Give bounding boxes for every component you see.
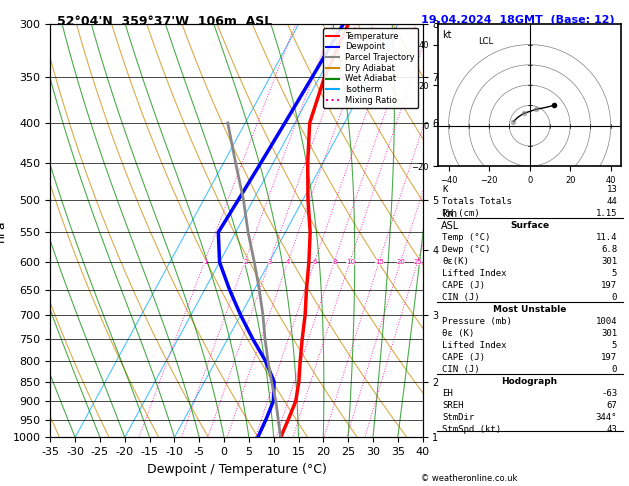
Text: SREH: SREH — [442, 400, 464, 410]
Text: CIN (J): CIN (J) — [442, 364, 480, 374]
Text: 6.8: 6.8 — [601, 244, 617, 254]
Text: PW (cm): PW (cm) — [442, 208, 480, 218]
Text: 67: 67 — [606, 400, 617, 410]
Text: Temp (°C): Temp (°C) — [442, 233, 491, 242]
Text: 1: 1 — [203, 259, 208, 265]
Text: Most Unstable: Most Unstable — [493, 305, 566, 313]
Text: 10: 10 — [346, 259, 355, 265]
Text: 43: 43 — [606, 425, 617, 434]
Text: Surface: Surface — [510, 221, 549, 229]
Legend: Temperature, Dewpoint, Parcel Trajectory, Dry Adiabat, Wet Adiabat, Isotherm, Mi: Temperature, Dewpoint, Parcel Trajectory… — [323, 29, 418, 108]
Text: 344°: 344° — [596, 413, 617, 422]
Text: EH: EH — [442, 389, 453, 398]
Text: StmDir: StmDir — [442, 413, 474, 422]
Text: K: K — [442, 185, 447, 193]
Text: CAPE (J): CAPE (J) — [442, 280, 485, 290]
Text: 13: 13 — [606, 185, 617, 193]
Text: 20: 20 — [396, 259, 406, 265]
Text: 301: 301 — [601, 257, 617, 266]
Text: StmSpd (kt): StmSpd (kt) — [442, 425, 501, 434]
Text: 44: 44 — [606, 197, 617, 206]
Text: -63: -63 — [601, 389, 617, 398]
Text: Hodograph: Hodograph — [501, 377, 558, 385]
Text: 0: 0 — [612, 364, 617, 374]
Text: 1004: 1004 — [596, 316, 617, 326]
Text: 2: 2 — [243, 259, 247, 265]
Text: CAPE (J): CAPE (J) — [442, 353, 485, 362]
Y-axis label: hPa: hPa — [0, 220, 7, 242]
Text: 1.15: 1.15 — [596, 208, 617, 218]
Text: 6: 6 — [313, 259, 317, 265]
Text: 5: 5 — [612, 341, 617, 349]
Y-axis label: km
ASL: km ASL — [440, 209, 459, 231]
Text: Lifted Index: Lifted Index — [442, 269, 506, 278]
Text: Pressure (mb): Pressure (mb) — [442, 316, 512, 326]
Text: 301: 301 — [601, 329, 617, 338]
Text: 4: 4 — [286, 259, 291, 265]
Text: 5: 5 — [612, 269, 617, 278]
Text: 8: 8 — [333, 259, 337, 265]
Text: 197: 197 — [601, 353, 617, 362]
Text: Totals Totals: Totals Totals — [442, 197, 512, 206]
Text: 25: 25 — [414, 259, 423, 265]
Text: 19.04.2024  18GMT  (Base: 12): 19.04.2024 18GMT (Base: 12) — [421, 15, 615, 25]
Text: LCL: LCL — [479, 37, 494, 46]
Text: CIN (J): CIN (J) — [442, 293, 480, 302]
X-axis label: Dewpoint / Temperature (°C): Dewpoint / Temperature (°C) — [147, 463, 326, 476]
Text: Lifted Index: Lifted Index — [442, 341, 506, 349]
Text: 11.4: 11.4 — [596, 233, 617, 242]
Text: 52°04'N  359°37'W  106m  ASL: 52°04'N 359°37'W 106m ASL — [57, 15, 272, 28]
Text: Dewp (°C): Dewp (°C) — [442, 244, 491, 254]
Text: kt: kt — [442, 31, 452, 40]
Text: 0: 0 — [612, 293, 617, 302]
Text: © weatheronline.co.uk: © weatheronline.co.uk — [421, 474, 518, 483]
Text: 3: 3 — [268, 259, 272, 265]
Text: 15: 15 — [375, 259, 384, 265]
Text: θε (K): θε (K) — [442, 329, 474, 338]
Text: θε(K): θε(K) — [442, 257, 469, 266]
Text: 197: 197 — [601, 280, 617, 290]
